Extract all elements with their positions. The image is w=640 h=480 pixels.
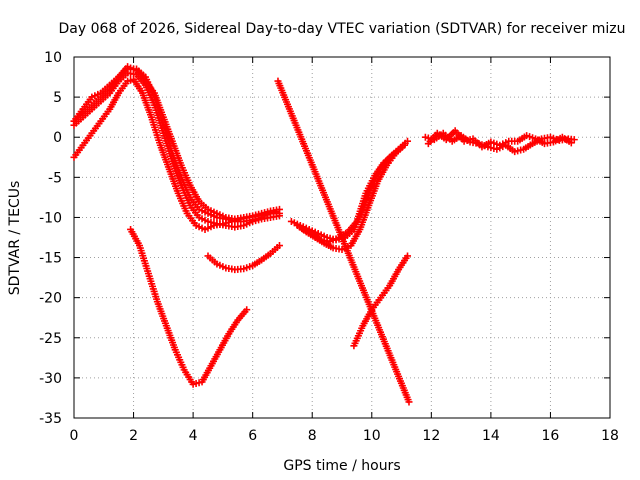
data-point: [243, 306, 251, 314]
x-tick-label: 12: [422, 428, 440, 444]
chart-title: Day 068 of 2026, Sidereal Day-to-day VTE…: [59, 21, 626, 37]
x-tick-label: 18: [601, 428, 619, 444]
grid: [74, 57, 610, 418]
data-points: [70, 63, 578, 406]
series-track-c: [70, 69, 283, 231]
y-tick-label: -20: [39, 291, 62, 307]
y-axis-label: SDTVAR / TECUs: [7, 181, 23, 296]
data-point: [404, 252, 412, 260]
x-tick-label: 0: [70, 428, 79, 444]
y-tick-label: -5: [48, 170, 62, 186]
series-track-i: [204, 242, 283, 274]
series-isolated-points: [274, 77, 413, 406]
data-point: [401, 141, 409, 149]
y-tick-label: -35: [39, 411, 62, 427]
y-tick-label: -10: [39, 210, 62, 226]
x-axis-label: GPS time / hours: [283, 458, 400, 474]
y-tick-label: -30: [39, 371, 62, 387]
y-tick-label: -25: [39, 331, 62, 347]
y-tick-label: 5: [53, 90, 62, 106]
data-point: [275, 205, 283, 213]
x-tick-label: 8: [308, 428, 317, 444]
data-point: [275, 242, 283, 250]
series-track-l: [424, 127, 575, 151]
data-point: [404, 137, 412, 145]
x-tick-label: 2: [129, 428, 138, 444]
data-point: [389, 151, 397, 159]
series-track-b: [70, 65, 283, 225]
plot-frame: [73, 56, 611, 419]
data-point: [567, 139, 575, 147]
y-tick-label: -15: [39, 251, 62, 267]
x-tick-label: 14: [482, 428, 500, 444]
y-tick-label: 10: [44, 50, 62, 66]
series-track-d: [70, 63, 283, 223]
x-tick-label: 4: [189, 428, 198, 444]
axis-ticks: 0 2 4 6 8 10 12 14 16 18 10 5 0 -5 -10 -15 -20 -25 -30 -35: [39, 50, 619, 444]
y-tick-label: 0: [53, 130, 62, 146]
x-tick-label: 10: [363, 428, 381, 444]
data-point: [275, 212, 283, 220]
x-tick-label: 16: [542, 428, 560, 444]
series-track-g: [299, 151, 397, 246]
series-track-h: [127, 225, 251, 388]
data-point: [405, 398, 413, 406]
x-tick-label: 6: [248, 428, 257, 444]
